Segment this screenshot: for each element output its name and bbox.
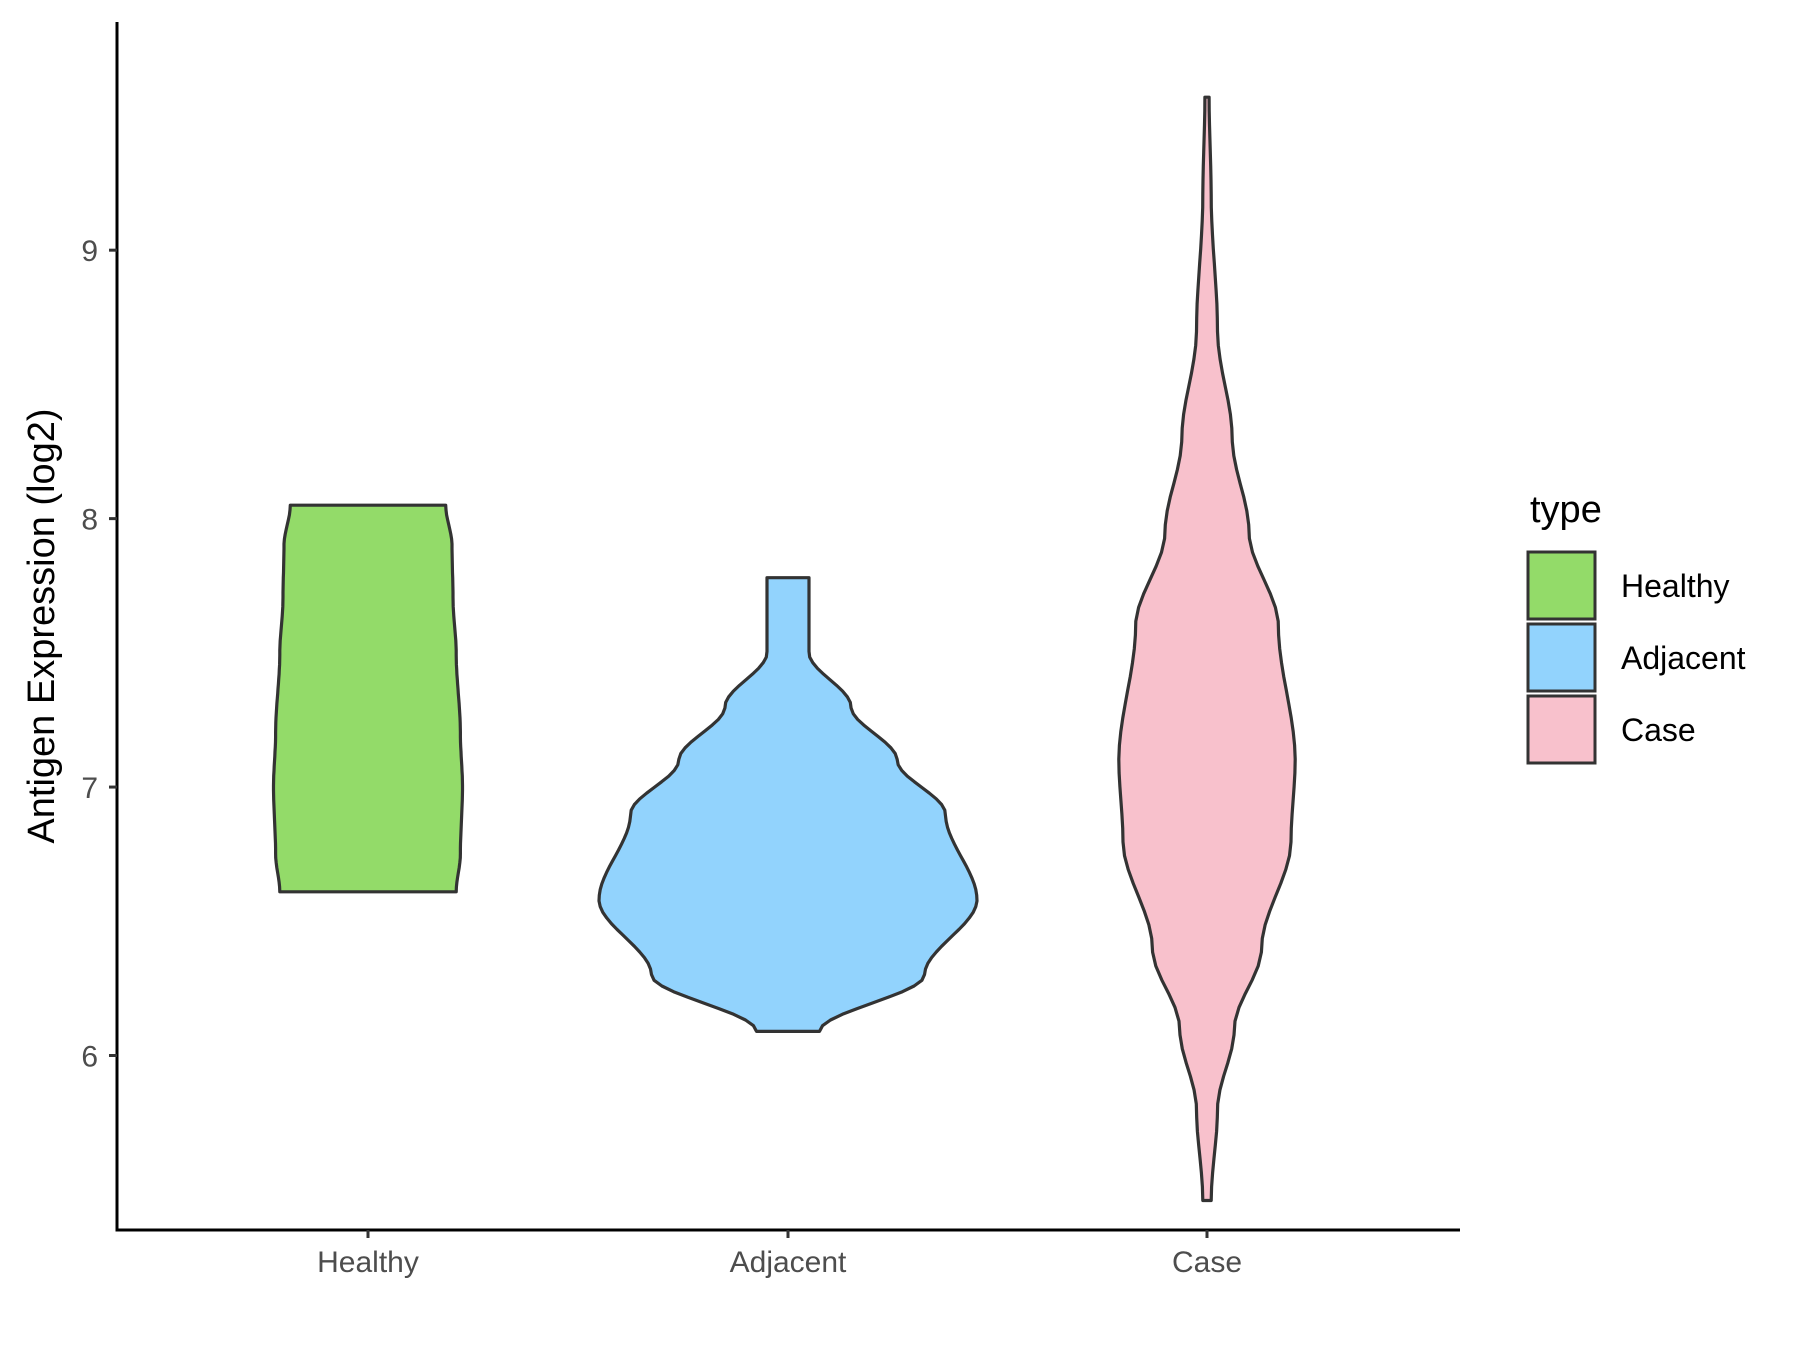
y-tick-label: 7 [81, 772, 98, 805]
violin-layer [271, 95, 1297, 1203]
y-tick-label: 8 [81, 504, 98, 537]
legend-swatch-healthy [1526, 550, 1597, 621]
legend-swatch-case [1526, 694, 1597, 765]
legend-swatch-adjacent [1526, 622, 1597, 693]
legend: type Healthy Adjacent Case [1526, 489, 1746, 765]
legend-label: Adjacent [1621, 640, 1746, 676]
legend-title: type [1530, 489, 1602, 531]
x-ticks: Healthy Adjacent Case [317, 1230, 1242, 1279]
violin-healthy [271, 503, 465, 894]
legend-label: Healthy [1621, 568, 1730, 604]
y-ticks: 6 7 8 9 [81, 235, 117, 1074]
y-tick-label: 9 [81, 235, 98, 268]
x-tick-label: Case [1172, 1246, 1242, 1279]
legend-label: Case [1621, 712, 1696, 748]
violin-case [1117, 95, 1297, 1203]
x-tick-label: Adjacent [730, 1246, 847, 1279]
y-tick-label: 6 [81, 1041, 98, 1074]
y-axis-title: Antigen Expression (log2) [21, 408, 63, 843]
violin-adjacent [597, 576, 979, 1033]
x-tick-label: Healthy [317, 1246, 419, 1279]
